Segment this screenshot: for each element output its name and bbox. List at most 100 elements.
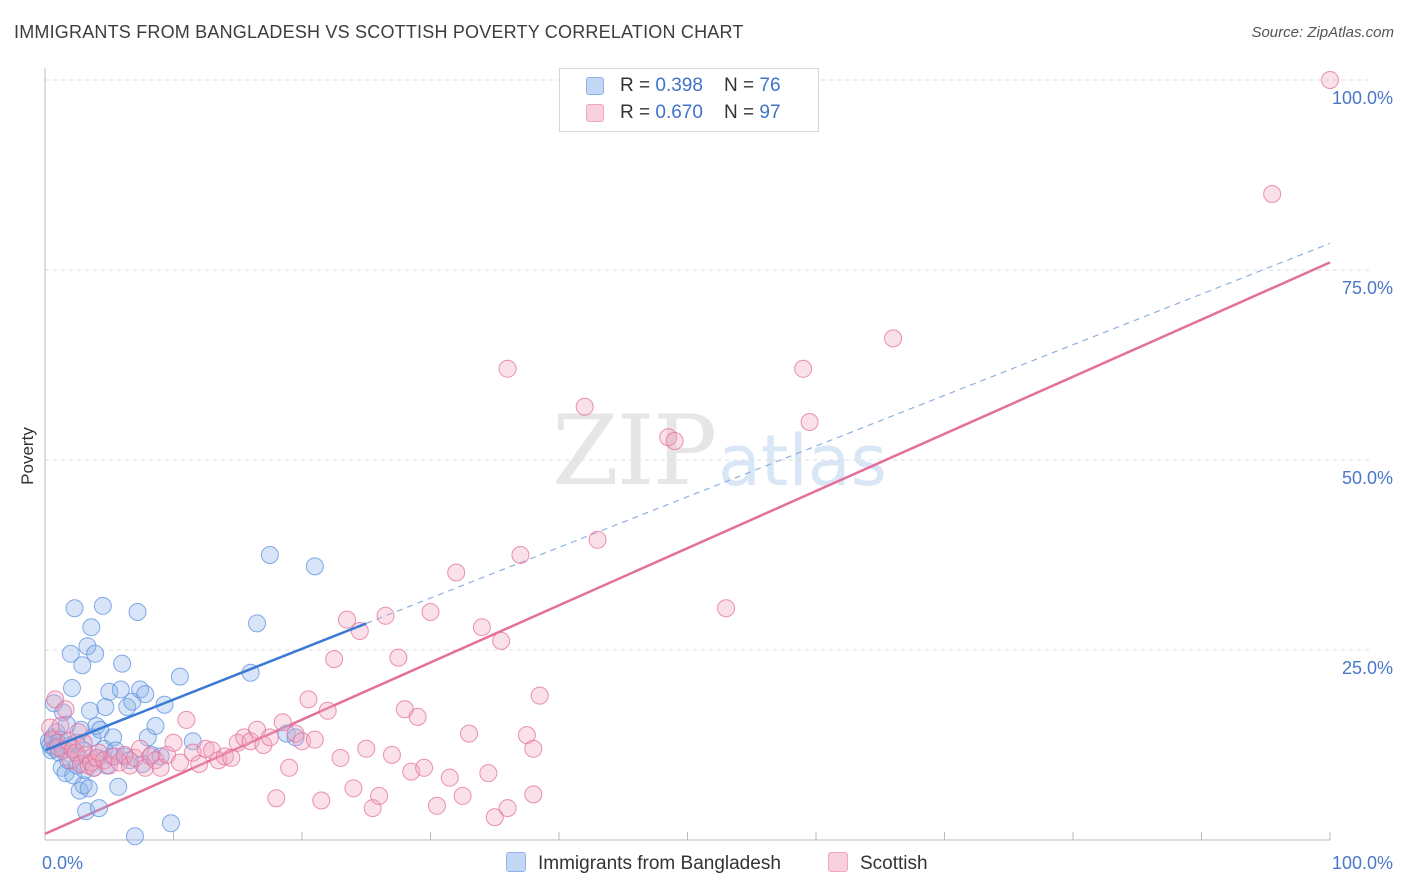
point-s1-37 <box>190 755 209 773</box>
point-s1-41 <box>215 747 234 766</box>
point-s1-59 <box>331 748 350 767</box>
point-s1-71 <box>408 707 427 726</box>
y-tick-label-2: 75.0% <box>1342 278 1393 298</box>
point-s1-20 <box>95 751 114 770</box>
point-s0-42 <box>96 698 115 716</box>
point-s1-50 <box>273 713 292 732</box>
point-s0-66 <box>170 667 189 686</box>
point-s0-16 <box>61 644 80 663</box>
bottom-legend-label-scottish: Scottish <box>860 853 928 874</box>
legend-r-value: 0.670 <box>655 102 703 123</box>
point-s1-63 <box>357 739 376 758</box>
point-s0-30 <box>79 779 98 798</box>
point-s1-93 <box>665 432 684 450</box>
point-s1-57 <box>318 701 337 720</box>
point-s1-66 <box>376 606 395 625</box>
series-1-points <box>41 71 1339 827</box>
point-s1-98 <box>794 359 813 378</box>
point-s1-87 <box>530 686 549 705</box>
point-s0-73 <box>305 557 324 576</box>
point-s0-52 <box>118 698 137 716</box>
legend-n-value: 97 <box>759 102 781 123</box>
y-axis-label: Poverty <box>18 427 37 485</box>
point-s1-81 <box>485 808 504 827</box>
tick-labels: 25.0% 50.0% 75.0% 100.0% 0.0% 100.0% <box>42 88 1393 873</box>
point-s1-73 <box>421 603 440 621</box>
point-s1-86 <box>524 785 543 804</box>
y-tick-label-1: 50.0% <box>1342 468 1393 488</box>
legend-n-label: N = <box>724 102 760 123</box>
point-s1-4 <box>51 717 70 735</box>
point-s1-80 <box>479 764 498 783</box>
point-s1-75 <box>440 768 459 787</box>
x-tick-label-1: 100.0% <box>1332 853 1393 873</box>
point-s1-94 <box>800 413 819 431</box>
point-s1-99 <box>717 599 736 618</box>
point-s1-82 <box>492 631 511 650</box>
point-s0-25 <box>73 656 92 675</box>
point-s1-76 <box>447 563 466 582</box>
axes <box>44 68 1331 841</box>
point-s0-26 <box>74 776 93 795</box>
legend-n-value: 76 <box>759 75 781 96</box>
point-s0-17 <box>62 679 81 697</box>
point-s0-44 <box>100 682 119 701</box>
point-s1-48 <box>260 728 279 747</box>
point-s1-74 <box>427 796 446 815</box>
point-s1-78 <box>460 724 479 743</box>
watermark-atlas: atlas <box>718 420 888 502</box>
bottom-legend-swatch-bangladesh <box>506 852 526 872</box>
point-s1-52 <box>286 724 305 743</box>
y-tick-label-0: 25.0% <box>1342 658 1393 678</box>
point-s1-89 <box>498 359 517 378</box>
x-tick-label-0: 0.0% <box>42 853 83 873</box>
point-s1-38 <box>196 739 215 758</box>
point-s1-95 <box>884 329 903 348</box>
trend-line-bangladesh-extension <box>366 242 1331 624</box>
point-s0-48 <box>109 777 128 796</box>
point-s1-61 <box>344 779 363 798</box>
legend-r-value: 0.398 <box>655 75 703 96</box>
point-s0-50 <box>113 654 132 673</box>
point-s0-31 <box>80 701 99 720</box>
point-s1-79 <box>472 618 491 637</box>
y-tick-label-3: 100.0% <box>1332 88 1393 108</box>
point-s1-68 <box>389 648 408 667</box>
bottom-legend-bangladesh: Immigrants from Bangladesh <box>506 852 781 875</box>
point-s1-83 <box>498 799 517 818</box>
legend: R = 0.398 N = 76 R = 0.670 N = 97 <box>559 68 819 132</box>
legend-r-label: R = <box>620 102 656 123</box>
legend-text-bangladesh: R = 0.398 N = 76 <box>620 75 781 97</box>
point-s1-49 <box>267 789 286 808</box>
legend-swatch-bangladesh <box>586 77 604 95</box>
point-s1-6 <box>56 700 75 719</box>
point-s1-33 <box>164 733 183 752</box>
bottom-legend-label-bangladesh: Immigrants from Bangladesh <box>538 853 781 874</box>
legend-n-label: N = <box>724 75 760 96</box>
legend-text-scottish: R = 0.670 N = 97 <box>620 102 781 124</box>
point-s0-62 <box>146 717 165 735</box>
point-s0-19 <box>65 599 84 618</box>
point-s1-67 <box>382 745 401 764</box>
point-s1-35 <box>177 710 196 729</box>
point-s1-56 <box>312 791 331 810</box>
point-s0-70 <box>260 546 279 564</box>
point-s1-77 <box>453 786 472 805</box>
point-s1-34 <box>170 753 189 772</box>
point-s1-21 <box>100 756 119 775</box>
point-s0-59 <box>136 685 155 704</box>
grid-lines <box>45 79 1370 651</box>
point-s1-91 <box>588 530 607 549</box>
point-s1-55 <box>305 730 324 749</box>
point-s0-65 <box>161 814 180 833</box>
point-s1-47 <box>254 736 273 754</box>
point-s1-96 <box>1321 71 1339 89</box>
point-s1-90 <box>575 397 594 416</box>
point-s1-88 <box>524 739 543 758</box>
point-s1-51 <box>280 758 299 777</box>
point-s1-53 <box>293 732 311 751</box>
point-s1-58 <box>325 650 344 669</box>
point-s1-42 <box>222 748 241 767</box>
point-s1-65 <box>370 786 389 805</box>
source-label: Source: ZipAtlas.com <box>1251 24 1394 41</box>
